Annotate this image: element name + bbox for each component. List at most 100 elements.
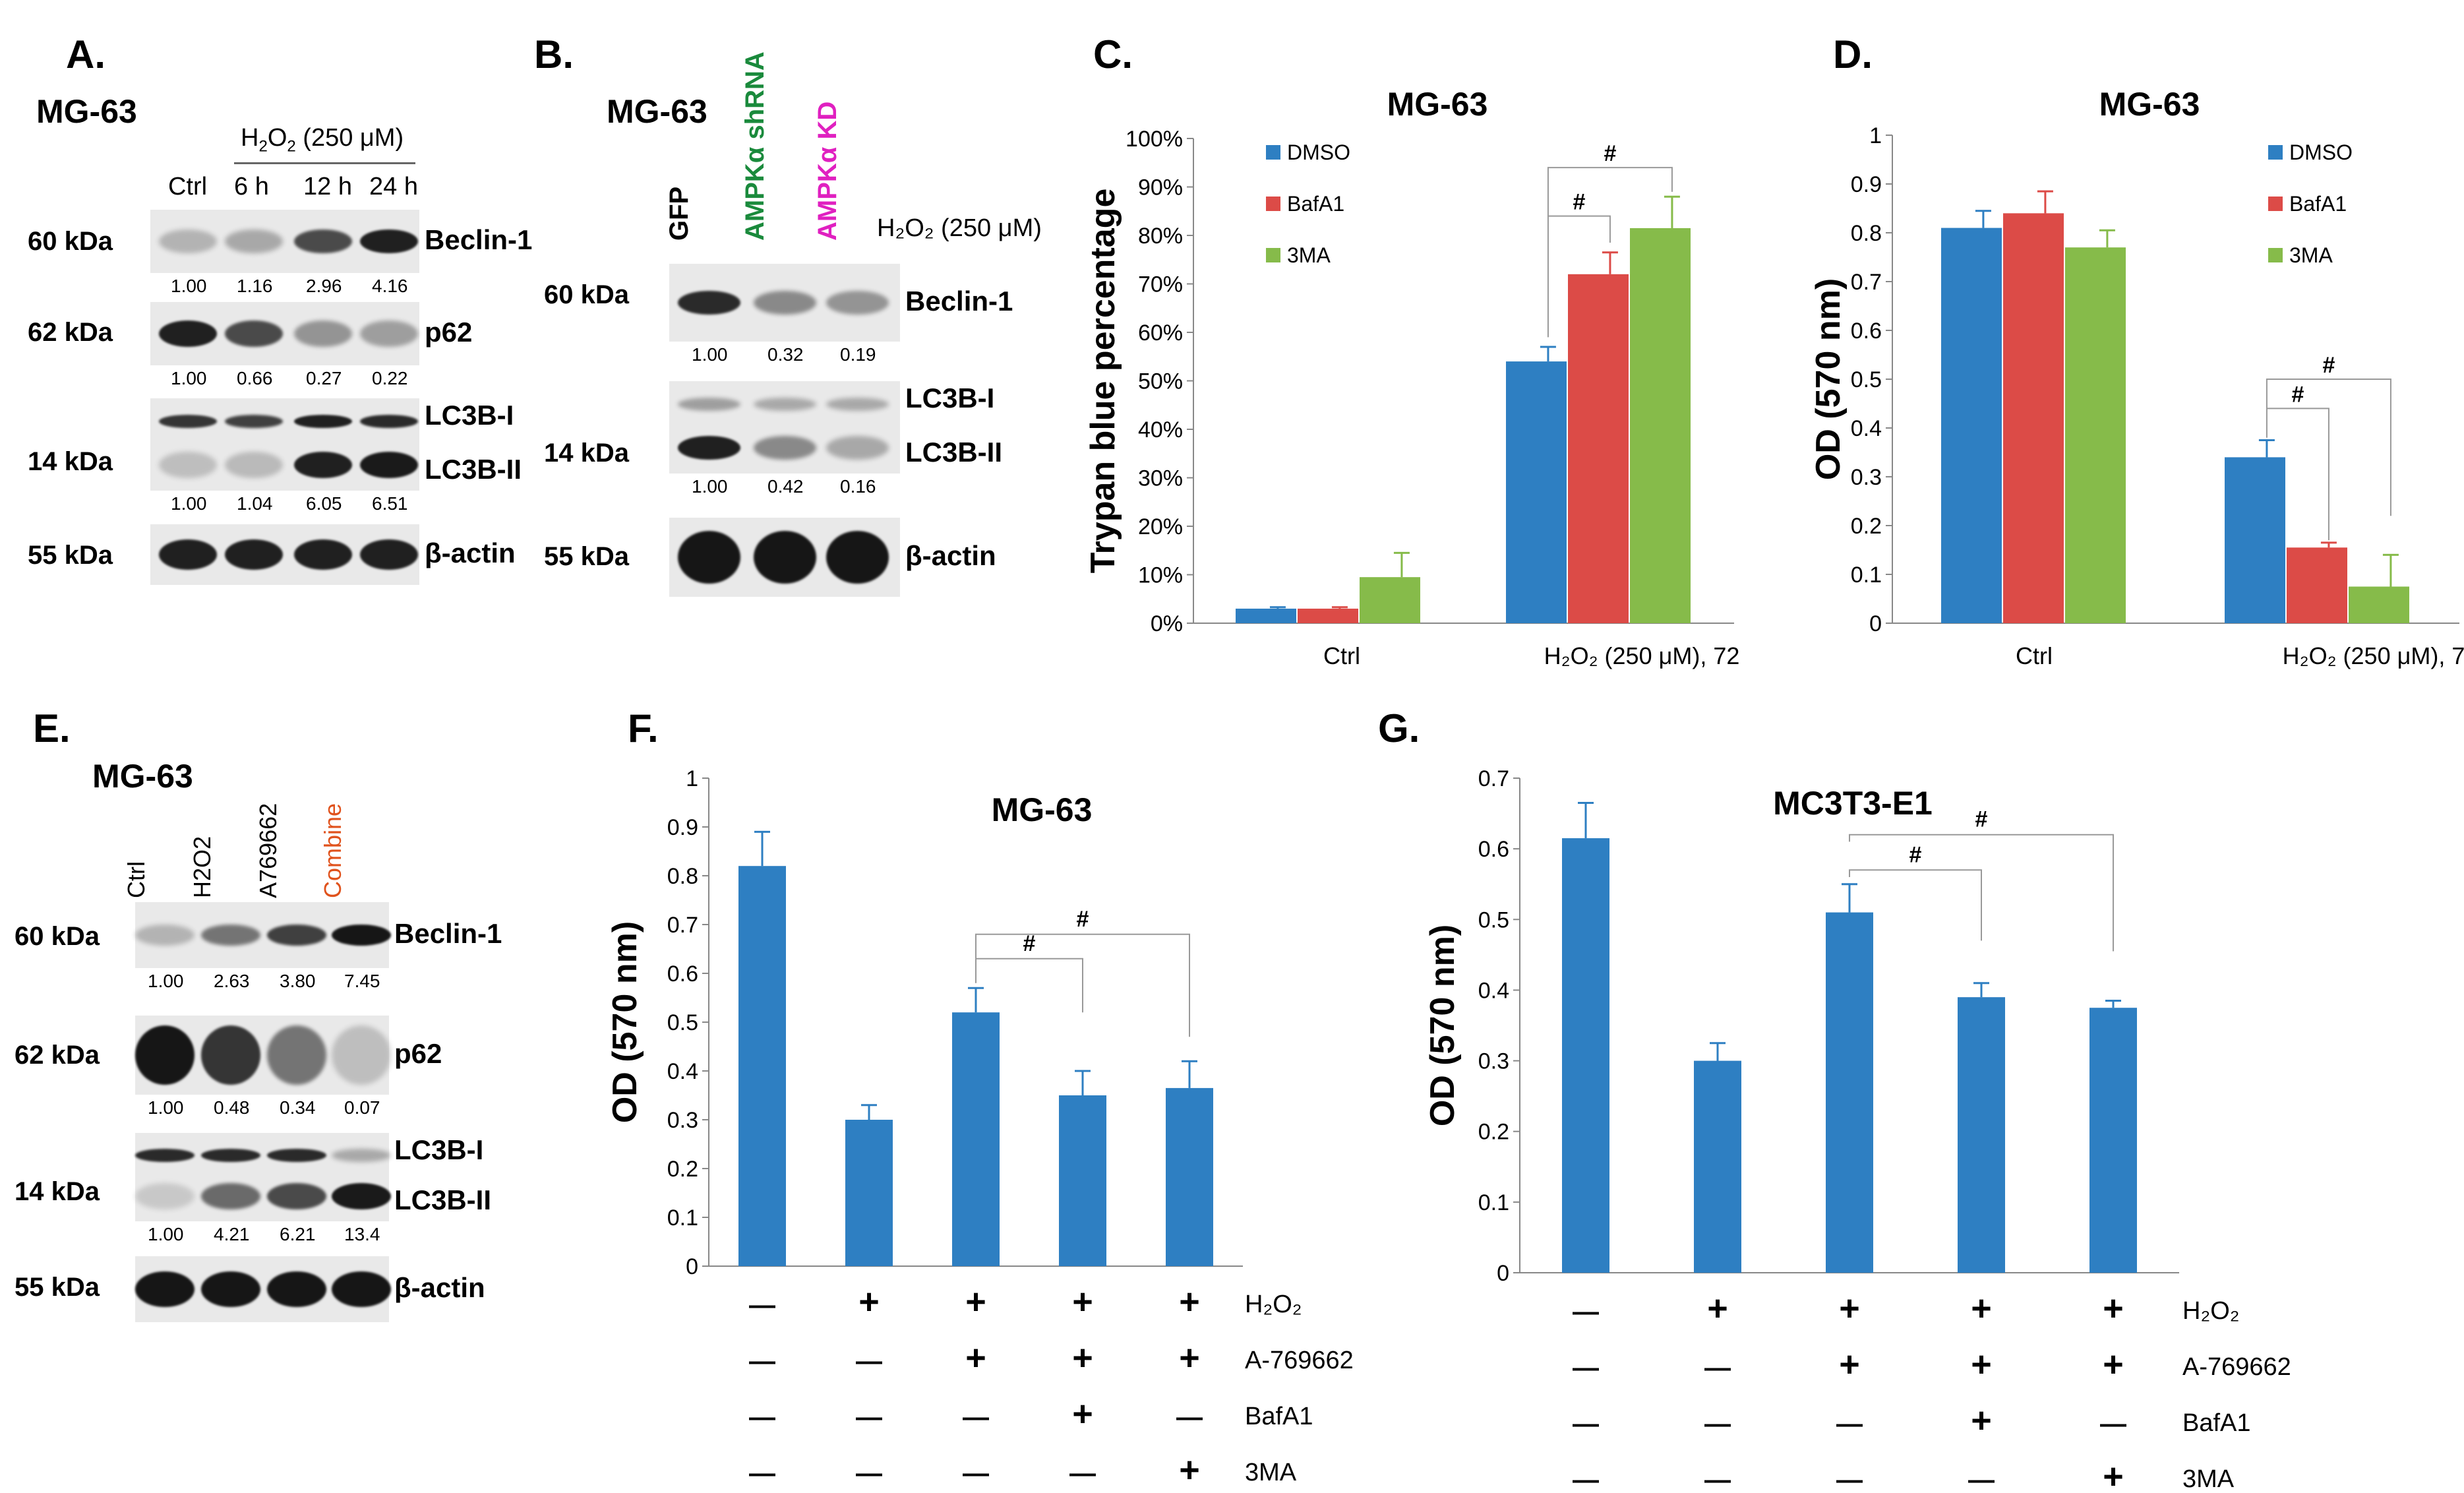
x-category-label: H₂O₂ (250 μM), 72 h — [2283, 642, 2464, 669]
panel-a-band-lower — [225, 451, 283, 478]
bar-3ma — [2065, 247, 2126, 623]
panel-a-band — [294, 539, 352, 570]
chart-d: MG-63 OD (570 nm) 0 0.1 0.2 0.3 0.4 0.5 0.6 0.7 0.… — [1809, 86, 2464, 669]
condition-mark: — — [1069, 1459, 1096, 1488]
panel-b-label: B. — [534, 32, 574, 76]
panel-a-kda-0: 60 kDa — [28, 227, 113, 256]
panel-e-band-upper — [332, 1148, 391, 1162]
panel-a-band-upper — [225, 415, 283, 428]
condition-mark: + — [1839, 1345, 1860, 1384]
panel-e-quant: 0.48 — [214, 1097, 250, 1118]
y-tick-label: 0.2 — [667, 1157, 698, 1182]
condition-mark: — — [1704, 1353, 1731, 1382]
condition-mark: + — [1179, 1338, 1200, 1378]
significance-bracket — [1849, 834, 2114, 952]
y-tick-label: 0.5 — [667, 1010, 698, 1035]
panel-g-label: G. — [1378, 706, 1420, 750]
panel-a-kda-3: 55 kDa — [28, 541, 113, 570]
significance-marker: # — [1975, 807, 1988, 832]
bar — [738, 866, 786, 1266]
panel-a-lane-label: 6 h — [234, 173, 269, 200]
condition-mark: — — [1573, 1297, 1599, 1326]
panel-b-kda-1: 14 kDa — [544, 439, 629, 468]
y-tick-label: 0.6 — [1851, 319, 1882, 344]
condition-label: H₂O₂ — [2182, 1297, 2240, 1325]
condition-mark: + — [1072, 1394, 1093, 1434]
legend-label: DMSO — [1287, 140, 1350, 164]
panel-e-lane-label: Ctrl — [123, 861, 150, 898]
panel-a-band — [225, 320, 283, 347]
panel-e-lane-label: Combine — [319, 803, 346, 898]
panel-e-quant: 3.80 — [280, 971, 316, 991]
chart-f: MG-63 OD (570 nm) 0 0.1 0.2 0.3 0.4 0.5 0.6 0.7 0.… — [606, 766, 1354, 1490]
significance-bracket — [1547, 215, 1611, 338]
y-tick-label: 40% — [1138, 417, 1183, 442]
panel-e-band — [135, 925, 195, 946]
panel-a-quant: 6.05 — [306, 493, 342, 514]
panel-a-kda-2: 14 kDa — [28, 447, 113, 476]
condition-mark: — — [1573, 1465, 1599, 1490]
panel-b-quant: 0.42 — [767, 476, 804, 497]
y-tick-label: 0.8 — [667, 864, 698, 889]
y-tick-label: 50% — [1138, 369, 1183, 394]
y-tick-label: 0.5 — [1478, 907, 1509, 932]
x-category-label: Ctrl — [1323, 642, 1360, 669]
bar — [2089, 1008, 2137, 1273]
y-tick-label: 0.1 — [1478, 1190, 1509, 1215]
condition-label: 3MA — [1245, 1459, 1297, 1486]
panel-b-band — [753, 291, 816, 315]
panel-b-protein-bottom: LC3B-II — [905, 437, 1002, 468]
panel-a-band — [360, 229, 418, 253]
panel-a-treatment: H2O2 (250 μM) — [241, 124, 404, 156]
condition-mark: — — [1704, 1465, 1731, 1490]
condition-label: A-769662 — [2182, 1353, 2291, 1381]
panel-a-band-lower — [294, 451, 352, 478]
panel-b-quant: 0.19 — [840, 344, 876, 365]
panel-b-band-upper — [677, 398, 740, 411]
condition-mark: — — [856, 1347, 882, 1376]
significance-bracket — [1849, 869, 1982, 941]
y-tick-label: 0.2 — [1851, 514, 1882, 539]
bar-bafa1 — [2287, 547, 2347, 623]
condition-mark: — — [749, 1291, 775, 1320]
y-axis-label: Trypan blue percentage — [1084, 189, 1122, 574]
panel-b-band — [826, 531, 889, 584]
panel-e-band-lower — [332, 1183, 391, 1210]
bar-dmso — [1941, 228, 2002, 624]
panel-a-band-upper — [360, 415, 418, 428]
condition-mark: + — [1971, 1289, 1992, 1328]
panel-e-quant: 13.4 — [344, 1224, 380, 1244]
panel-a-band — [294, 320, 352, 347]
y-axis-label: OD (570 nm) — [1424, 925, 1462, 1126]
x-category-label: H₂O₂ (250 μM), 72 h — [1544, 642, 1741, 669]
panel-e-quant: 0.07 — [344, 1097, 380, 1118]
condition-mark: — — [1176, 1403, 1203, 1432]
significance-marker: # — [2291, 382, 2304, 407]
panel-e-lane-label: H2O2 — [189, 836, 216, 898]
condition-mark: — — [749, 1403, 775, 1432]
panel-b-band — [753, 531, 816, 584]
panel-a-quant: 1.04 — [237, 493, 273, 514]
significance-bracket — [975, 933, 1190, 1037]
bar-3ma — [2349, 586, 2409, 623]
significance-marker: # — [1604, 141, 1616, 166]
bar — [1958, 997, 2005, 1273]
x-category-label: Ctrl — [2016, 642, 2053, 669]
panel-a-protein-0: Beclin-1 — [425, 224, 533, 255]
panel-b-band — [677, 291, 740, 315]
panel-a-label: A. — [66, 32, 105, 76]
condition-mark: — — [1968, 1465, 1995, 1490]
panel-a-band — [225, 229, 283, 253]
panel-a-quant: 1.00 — [171, 493, 207, 514]
panel-e-band-lower — [267, 1183, 326, 1210]
condition-mark: — — [963, 1459, 989, 1488]
condition-mark: + — [2103, 1345, 2124, 1384]
panel-e-quant: 2.63 — [214, 971, 250, 991]
panel-a-quant: 4.16 — [372, 276, 408, 296]
panel-b-band-lower — [677, 435, 740, 460]
panel-e-quant: 1.00 — [148, 1097, 184, 1118]
chart-g: MC3T3-E1 OD (570 nm) 0 0.1 0.2 0.3 0.4 0.5 0.6 0.… — [1424, 766, 2291, 1490]
bar-dmso — [2225, 457, 2285, 623]
chart-title: MC3T3-E1 — [1773, 785, 1933, 822]
